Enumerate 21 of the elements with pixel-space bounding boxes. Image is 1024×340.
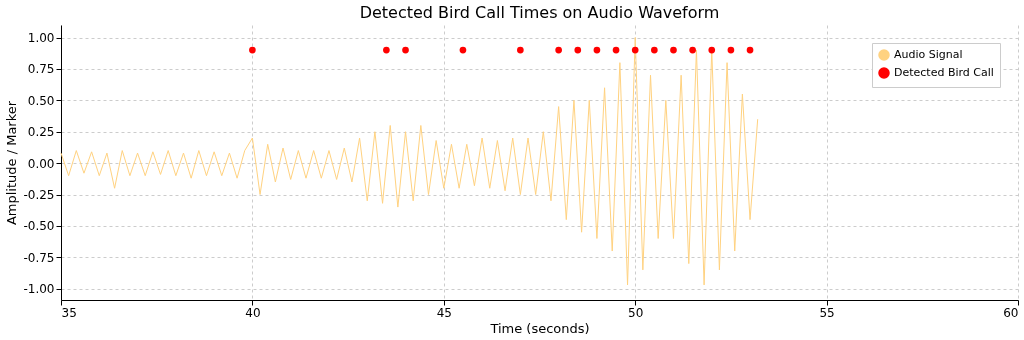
y-tick-label: 0.50 [27, 93, 55, 108]
x-tick-label: 60 [1003, 305, 1019, 320]
legend-label: Audio Signal [894, 48, 963, 61]
x-tick-label: 50 [628, 305, 644, 320]
y-tick-label: 0.75 [27, 62, 55, 77]
chart-title: Detected Bird Call Times on Audio Waveform [359, 3, 720, 22]
x-tick-label: 40 [245, 305, 261, 320]
y-tick-label: -0.75 [23, 250, 55, 265]
y-tick-label: 0.00 [27, 156, 55, 171]
y-axis-title: Amplitude / Marker [4, 100, 20, 226]
y-tick-label: -1.00 [23, 282, 55, 297]
x-axis-title: Time (seconds) [489, 320, 590, 336]
legend-label: Detected Bird Call [894, 66, 994, 79]
line-series [60, 37, 759, 286]
y-tick-label: 1.00 [27, 31, 55, 46]
x-tick-label: 45 [436, 305, 452, 320]
y-tick-label: -0.25 [23, 188, 55, 203]
y-tick-label: -0.50 [23, 219, 55, 234]
y-tick-label: 0.25 [27, 125, 55, 140]
x-tick-label: 35 [61, 305, 77, 320]
x-tick-label: 55 [819, 305, 835, 320]
